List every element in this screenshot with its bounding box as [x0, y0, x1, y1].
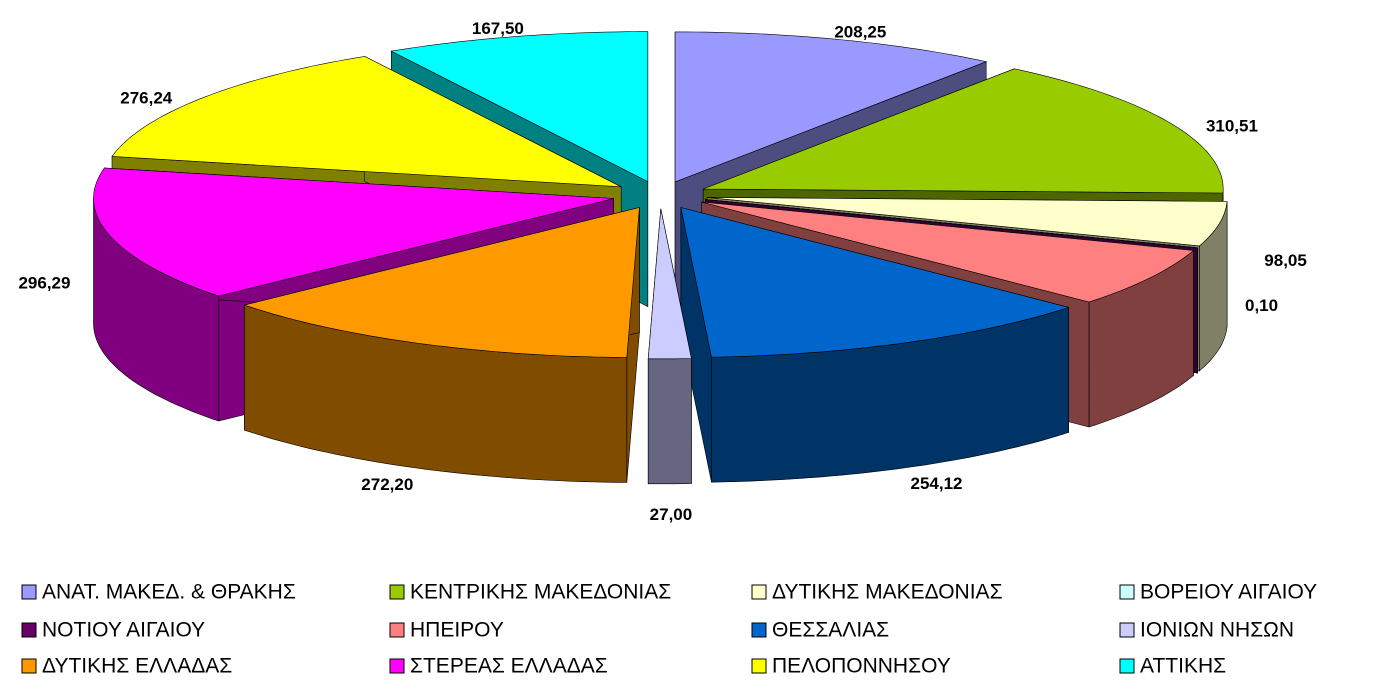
legend-swatch [751, 622, 767, 638]
slice [390, 31, 649, 183]
legend-swatch [751, 584, 767, 600]
legend-swatch [21, 622, 37, 638]
legend-label: ΗΠΕΙΡΟΥ [410, 619, 504, 642]
legend-label: ΚΕΝΤΡΙΚΗΣ ΜΑΚΕΔΟΝΙΑΣ [410, 581, 671, 604]
value-label: 276,24 [120, 89, 173, 108]
slice [680, 207, 1070, 483]
legend-label: ΣΤΕΡΕΑΣ ΕΛΛΑΔΑΣ [410, 655, 608, 678]
legend-swatch [1119, 584, 1135, 600]
legend-label: ΘΕΣΣΑΛΙΑΣ [772, 619, 889, 642]
legend-swatch [389, 622, 405, 638]
value-label: 272,20 [361, 475, 413, 494]
legend-swatch [389, 658, 405, 674]
legend-label: ΔΥΤΙΚΗΣ ΕΛΛΑΔΑΣ [42, 655, 232, 678]
legend-swatch [751, 658, 767, 674]
value-label: 98,05 [1264, 251, 1307, 270]
legend-swatch [21, 658, 37, 674]
value-label: 208,25 [834, 22, 886, 41]
slice [647, 208, 692, 360]
legend-label: ΙΟΝΙΩΝ ΝΗΣΩΝ [1140, 619, 1294, 642]
slice-wall [647, 358, 692, 485]
legend-label: ΒΟΡΕΙΟΥ ΑΙΓΑΙΟΥ [1140, 581, 1317, 604]
value-label: 310,51 [1206, 117, 1258, 136]
value-label: 254,12 [911, 474, 963, 493]
slice [680, 207, 1070, 358]
legend-swatch [1119, 622, 1135, 638]
slice [647, 208, 692, 485]
legend-label: ΔΥΤΙΚΗΣ ΜΑΚΕΔΟΝΙΑΣ [772, 581, 1003, 604]
slice [93, 167, 614, 297]
slice [703, 68, 1224, 194]
legend-swatch [21, 584, 37, 600]
slice [701, 201, 1195, 303]
slice [674, 31, 988, 183]
value-label: 296,29 [18, 273, 70, 292]
value-label: 0,10 [1245, 296, 1278, 315]
slice [243, 207, 640, 483]
value-label: 27,00 [650, 505, 693, 524]
slice [243, 207, 640, 358]
slice [111, 56, 622, 188]
legend-label: ΑΝΑΤ. ΜΑΚΕΔ. & ΘΡΑΚΗΣ [42, 581, 296, 604]
legend-swatch [1119, 658, 1135, 674]
slice [707, 197, 1228, 247]
legend-label: ΠΕΛΟΠΟΝΝΗΣΟΥ [772, 655, 951, 678]
legend-label: ΑΤΤΙΚΗΣ [1140, 655, 1226, 678]
value-label: 167,50 [472, 19, 524, 38]
legend-label: ΝΟΤΙΟΥ ΑΙΓΑΙΟΥ [42, 619, 205, 642]
slice [705, 199, 1198, 249]
legend-swatch [389, 584, 405, 600]
